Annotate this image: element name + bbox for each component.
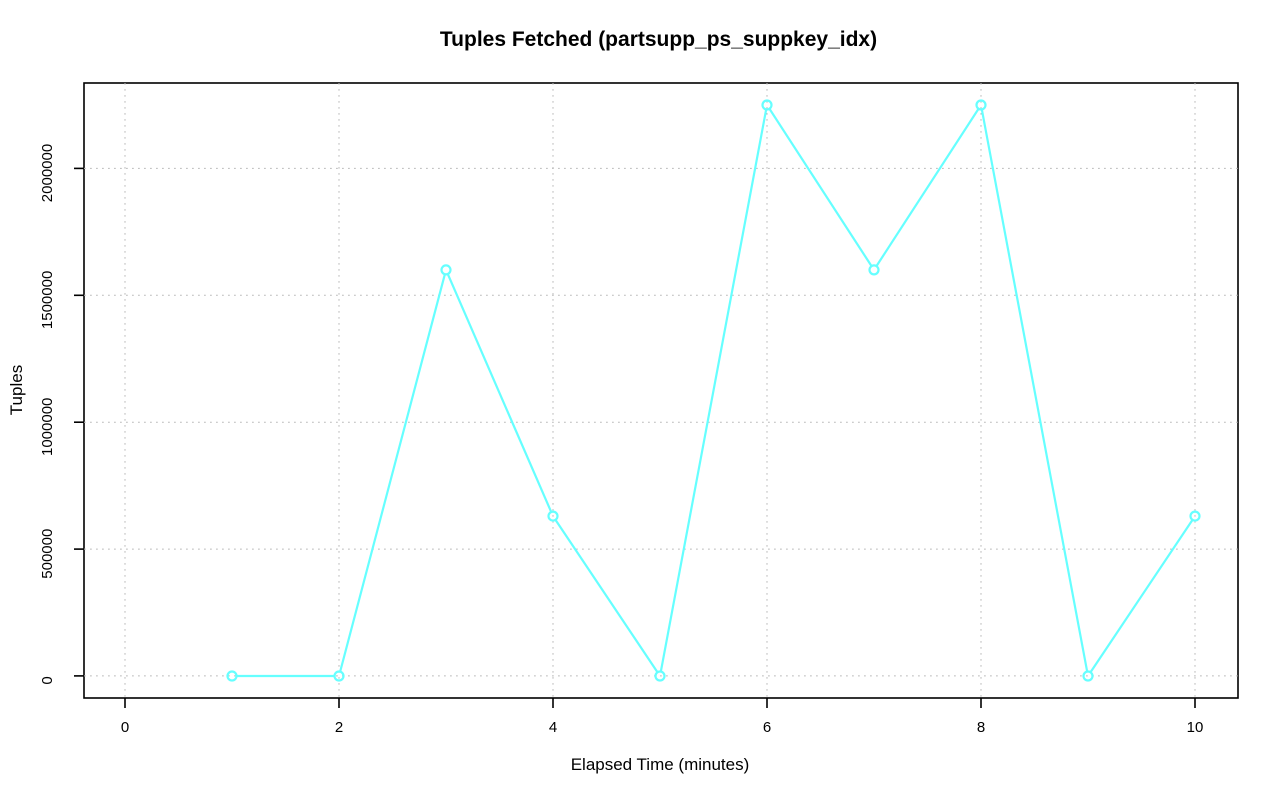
svg-text:Tuples Fetched (partsupp_ps_su: Tuples Fetched (partsupp_ps_suppkey_idx): [440, 28, 877, 51]
svg-text:10: 10: [1187, 719, 1204, 736]
svg-text:Tuples: Tuples: [7, 365, 26, 415]
svg-text:8: 8: [977, 719, 985, 736]
svg-text:6: 6: [763, 719, 771, 736]
svg-text:0: 0: [121, 719, 129, 736]
svg-text:2: 2: [335, 719, 343, 736]
svg-text:1000000: 1000000: [39, 398, 56, 456]
svg-text:2000000: 2000000: [39, 144, 56, 202]
svg-text:4: 4: [549, 719, 557, 736]
svg-text:500000: 500000: [39, 529, 56, 579]
svg-text:0: 0: [39, 676, 56, 684]
svg-text:Elapsed Time (minutes): Elapsed Time (minutes): [571, 755, 750, 774]
svg-text:1500000: 1500000: [39, 271, 56, 329]
